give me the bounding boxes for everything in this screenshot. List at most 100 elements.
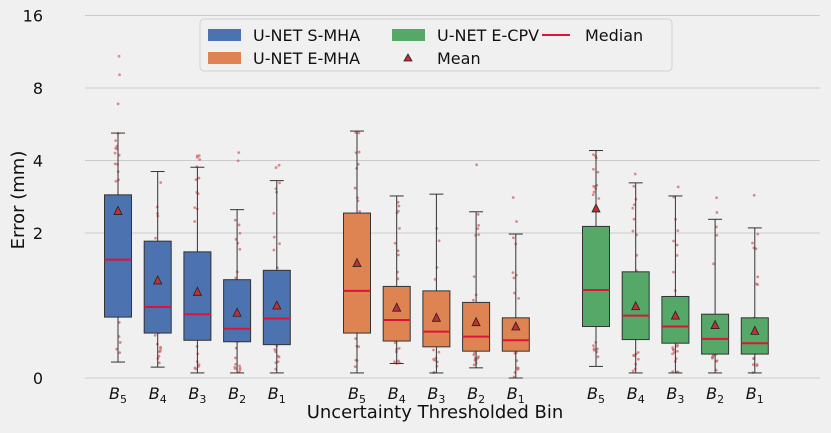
data-point	[197, 154, 201, 158]
mean-marker	[352, 257, 362, 267]
data-point	[715, 211, 719, 214]
box-u-net-s-mha-b3	[183, 166, 212, 374]
data-point	[272, 235, 276, 239]
mean-marker	[392, 302, 402, 312]
data-point	[278, 181, 281, 185]
mean-marker	[192, 286, 203, 296]
box-iqr	[661, 295, 690, 344]
data-point	[592, 347, 596, 351]
data-point	[113, 162, 117, 166]
data-point	[512, 276, 516, 280]
data-point	[234, 356, 237, 360]
data-point	[397, 346, 401, 350]
data-point	[632, 203, 636, 207]
legend-label: U-NET S-MHA	[253, 26, 360, 45]
mean-marker	[232, 307, 242, 317]
mean-marker	[272, 300, 282, 310]
data-point	[672, 270, 675, 274]
data-point	[238, 364, 242, 368]
data-point	[276, 360, 280, 364]
data-point	[238, 247, 242, 251]
data-point	[631, 206, 635, 210]
data-point	[117, 54, 121, 58]
legend-entry-mean: Mean	[403, 49, 481, 68]
data-point	[398, 227, 401, 230]
data-point	[676, 343, 679, 347]
legend-label: Median	[585, 26, 643, 45]
data-point	[272, 211, 276, 215]
data-point	[477, 223, 481, 227]
legend-label: U-NET E-CPV	[437, 26, 539, 45]
mean-marker	[471, 316, 481, 327]
data-point	[511, 196, 515, 199]
data-point	[116, 102, 120, 106]
data-point	[198, 158, 202, 161]
data-point	[636, 351, 640, 354]
box-iqr	[143, 240, 172, 334]
data-point	[516, 366, 520, 370]
data-point	[433, 277, 437, 281]
data-point	[193, 206, 197, 209]
data-point	[752, 193, 756, 197]
legend-entry-u-net-e-mha: U-NET E-MHA	[208, 49, 360, 68]
data-point	[233, 367, 237, 371]
mean-marker	[591, 203, 601, 213]
data-point	[114, 139, 118, 143]
data-point	[393, 341, 397, 345]
y-tick-label: 4	[33, 152, 43, 171]
mean-marker	[631, 300, 641, 311]
box-u-net-e-mha-b5	[343, 130, 371, 374]
data-point	[631, 369, 635, 373]
data-point	[114, 179, 118, 183]
data-point	[354, 131, 358, 134]
data-point	[397, 204, 401, 208]
data-point	[234, 362, 238, 366]
box-u-net-e-cpv-b5	[582, 150, 610, 367]
data-point	[671, 346, 675, 350]
data-point	[397, 359, 400, 363]
data-point	[353, 365, 357, 369]
data-point	[515, 220, 518, 223]
box-u-net-e-cpv-b4	[621, 182, 650, 374]
data-point	[511, 271, 515, 275]
mean-marker	[670, 310, 681, 320]
data-point	[476, 213, 480, 216]
data-point	[115, 147, 119, 151]
data-point	[238, 231, 242, 235]
mean-marker	[431, 312, 442, 322]
box-iqr	[382, 285, 411, 342]
y-tick-label: 8	[33, 79, 43, 98]
y-tick-labels: 0 2 4 8 16	[23, 7, 43, 389]
data-point	[437, 239, 441, 243]
data-point	[596, 355, 600, 359]
data-point	[671, 370, 675, 374]
y-tick-label: 16	[23, 7, 43, 26]
data-point	[596, 170, 600, 174]
data-point	[159, 181, 163, 184]
data-point	[276, 354, 280, 358]
legend-label: U-NET E-MHA	[253, 49, 360, 68]
data-point	[676, 229, 680, 233]
data-point	[353, 186, 357, 190]
data-point	[437, 350, 441, 354]
data-point	[238, 366, 242, 370]
data-point	[237, 151, 241, 155]
data-point	[118, 73, 121, 77]
data-point	[591, 193, 595, 197]
data-point	[511, 236, 515, 240]
data-point	[671, 352, 674, 356]
data-point	[236, 159, 240, 163]
data-point	[675, 243, 679, 247]
data-point	[754, 247, 758, 251]
data-point	[195, 155, 199, 159]
legend-frame	[199, 18, 673, 72]
data-point	[234, 276, 238, 280]
legend-swatch	[208, 52, 241, 64]
data-point	[396, 249, 400, 253]
mean-marker	[750, 325, 760, 335]
data-point	[636, 357, 640, 361]
data-point	[632, 217, 636, 221]
data-point	[751, 241, 754, 245]
data-point	[118, 341, 122, 344]
data-point	[432, 348, 435, 352]
